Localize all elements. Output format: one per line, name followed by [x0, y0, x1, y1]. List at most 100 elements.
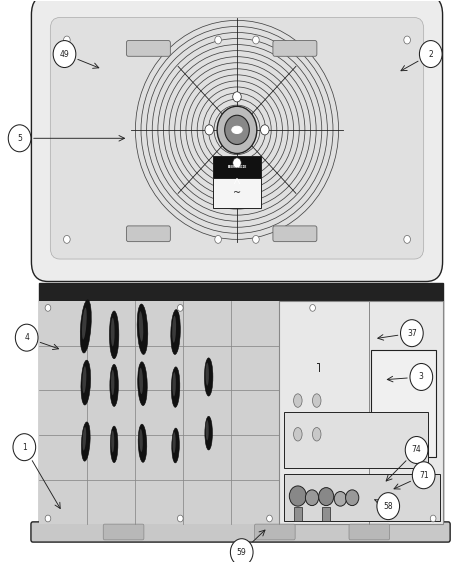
Bar: [279, 301, 443, 524]
Circle shape: [233, 158, 241, 168]
FancyBboxPatch shape: [255, 524, 295, 540]
Circle shape: [217, 106, 257, 154]
Circle shape: [177, 515, 183, 522]
Ellipse shape: [172, 316, 176, 343]
Circle shape: [405, 436, 428, 463]
Bar: [38, 283, 443, 301]
Text: 1: 1: [22, 443, 27, 452]
Ellipse shape: [232, 126, 242, 133]
FancyBboxPatch shape: [127, 41, 170, 56]
Ellipse shape: [312, 427, 321, 441]
Circle shape: [261, 125, 269, 135]
Ellipse shape: [312, 394, 321, 407]
Ellipse shape: [111, 370, 114, 395]
Circle shape: [310, 305, 316, 311]
Ellipse shape: [81, 360, 91, 405]
Bar: [371, 350, 437, 457]
Text: 59: 59: [237, 548, 246, 557]
Text: 4: 4: [24, 333, 29, 342]
Circle shape: [267, 515, 273, 522]
Ellipse shape: [82, 422, 90, 461]
Circle shape: [230, 539, 253, 563]
Circle shape: [412, 462, 435, 489]
Ellipse shape: [293, 394, 302, 407]
Ellipse shape: [82, 367, 86, 393]
Ellipse shape: [111, 431, 114, 453]
FancyBboxPatch shape: [50, 17, 424, 259]
Circle shape: [15, 324, 38, 351]
Circle shape: [334, 491, 346, 506]
Text: ENERGYGUIDE: ENERGYGUIDE: [228, 165, 246, 169]
FancyBboxPatch shape: [103, 524, 144, 540]
Circle shape: [8, 125, 31, 152]
Text: 3: 3: [419, 373, 424, 382]
Circle shape: [430, 515, 436, 522]
Bar: [38, 301, 443, 524]
Ellipse shape: [173, 432, 176, 453]
Circle shape: [319, 488, 334, 506]
Circle shape: [64, 36, 70, 44]
Ellipse shape: [293, 427, 302, 441]
Text: 5: 5: [17, 134, 22, 143]
FancyBboxPatch shape: [273, 41, 317, 56]
Circle shape: [346, 490, 359, 506]
Circle shape: [177, 305, 183, 311]
Ellipse shape: [171, 367, 180, 407]
FancyBboxPatch shape: [31, 522, 450, 542]
Circle shape: [404, 36, 410, 44]
Ellipse shape: [172, 428, 179, 463]
Ellipse shape: [171, 310, 180, 355]
Ellipse shape: [82, 307, 87, 339]
FancyBboxPatch shape: [273, 226, 317, 242]
Circle shape: [45, 515, 51, 522]
FancyBboxPatch shape: [349, 524, 390, 540]
Ellipse shape: [111, 318, 115, 346]
Ellipse shape: [138, 362, 147, 405]
Text: 58: 58: [383, 502, 393, 511]
Ellipse shape: [138, 424, 147, 462]
Text: 37: 37: [407, 329, 417, 338]
Circle shape: [45, 305, 51, 311]
Bar: [213, 157, 261, 177]
Bar: [283, 412, 428, 468]
Circle shape: [53, 41, 76, 68]
Circle shape: [253, 235, 259, 243]
Ellipse shape: [139, 368, 143, 394]
Circle shape: [401, 320, 423, 347]
Text: 74: 74: [412, 445, 421, 454]
Ellipse shape: [110, 426, 118, 463]
Ellipse shape: [173, 372, 176, 396]
FancyBboxPatch shape: [31, 0, 443, 282]
Bar: [283, 473, 440, 521]
Circle shape: [13, 434, 36, 461]
Circle shape: [215, 235, 221, 243]
Ellipse shape: [139, 311, 143, 342]
Ellipse shape: [110, 364, 118, 406]
Circle shape: [404, 235, 410, 243]
Circle shape: [410, 364, 433, 391]
Ellipse shape: [205, 416, 212, 450]
Ellipse shape: [139, 429, 143, 452]
Ellipse shape: [206, 420, 209, 440]
Circle shape: [305, 490, 319, 506]
Ellipse shape: [137, 304, 148, 355]
Ellipse shape: [80, 300, 91, 353]
Ellipse shape: [206, 363, 209, 386]
Circle shape: [289, 486, 306, 506]
Bar: [322, 507, 330, 521]
Circle shape: [233, 92, 241, 102]
Circle shape: [419, 41, 442, 68]
Text: 49: 49: [60, 50, 69, 59]
Ellipse shape: [82, 427, 86, 450]
Circle shape: [225, 115, 249, 145]
Ellipse shape: [204, 358, 213, 396]
Circle shape: [64, 235, 70, 243]
Circle shape: [215, 36, 221, 44]
FancyBboxPatch shape: [127, 226, 170, 242]
Text: 2: 2: [428, 50, 433, 59]
Circle shape: [253, 36, 259, 44]
Text: 71: 71: [419, 471, 428, 480]
Ellipse shape: [109, 311, 119, 359]
Bar: [38, 301, 279, 524]
Circle shape: [377, 493, 400, 520]
